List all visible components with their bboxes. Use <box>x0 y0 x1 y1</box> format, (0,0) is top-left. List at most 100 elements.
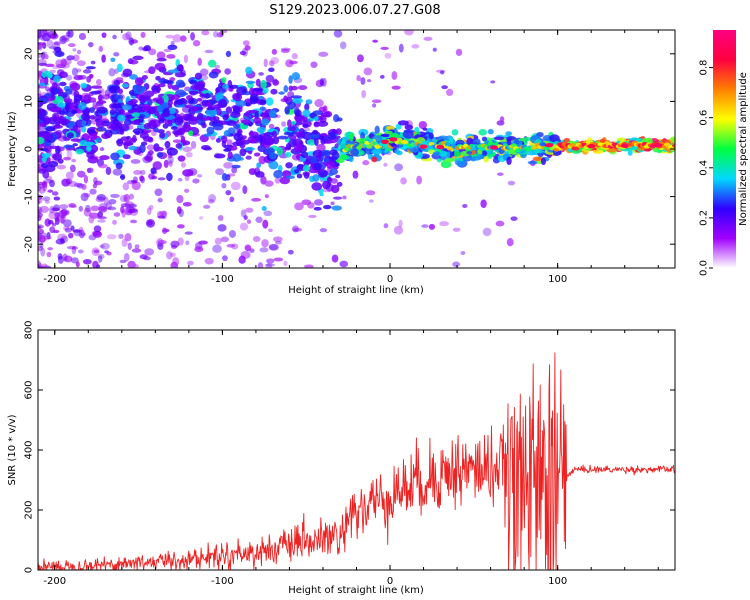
heatmap-noise-cell <box>107 206 117 211</box>
heatmap-ridge-cell <box>397 120 409 126</box>
heatmap-ridge-cell <box>40 162 49 169</box>
heatmap-ridge-cell <box>493 136 505 141</box>
heatmap-ridge-cell <box>208 71 219 79</box>
heatmap-ridge-cell <box>241 135 247 140</box>
heatmap-noise-cell <box>185 240 190 246</box>
heatmap-noise-cell <box>112 34 117 40</box>
y-tick-label: -20 <box>24 236 35 252</box>
heatmap-ridge-cell <box>231 164 241 169</box>
heatmap-ridge-cell <box>158 97 165 105</box>
heatmap-noise-cell <box>100 242 110 250</box>
heatmap-noise-cell <box>90 205 100 212</box>
heatmap-noise-cell <box>356 75 361 82</box>
heatmap-noise-cell <box>98 206 108 213</box>
heatmap-ridge-cell <box>422 127 428 131</box>
heatmap-noise-cell <box>89 188 97 195</box>
heatmap-noise-cell <box>145 153 154 163</box>
heatmap-ridge-cell <box>326 177 333 182</box>
heatmap-noise-cell <box>52 31 57 39</box>
heatmap-noise-cell <box>85 204 91 213</box>
heatmap-noise-cell <box>92 230 102 238</box>
heatmap-noise-cell <box>42 235 52 240</box>
heatmap-noise-cell <box>362 160 370 166</box>
heatmap-ridge-cell <box>349 132 354 142</box>
heatmap-noise-cell <box>140 176 145 184</box>
heatmap-ridge-cell <box>135 85 146 91</box>
heatmap-ridge-cell <box>101 54 106 63</box>
heatmap-noise-cell <box>372 39 379 43</box>
heatmap-noise-cell <box>199 216 204 220</box>
heatmap-noise-cell <box>157 211 164 219</box>
heatmap-ridge-cell <box>335 158 345 164</box>
heatmap-ridge-cell <box>277 147 283 156</box>
snr-x-ticks: -200 -100 0 100 <box>43 330 659 587</box>
heatmap-noise-cell <box>71 158 77 163</box>
heatmap-noise-cell <box>62 253 68 262</box>
colorbar-tick-label: 0.8 <box>699 60 710 76</box>
heatmap-noise-cell <box>268 123 275 129</box>
heatmap-ridge-cell <box>285 143 292 150</box>
heatmap-noise-cell <box>197 57 202 67</box>
heatmap-noise-cell <box>38 163 41 170</box>
heatmap-noise-cell <box>423 36 433 41</box>
heatmap-ridge-cell <box>444 158 455 163</box>
heatmap-ridge-cell <box>129 74 138 80</box>
heatmap-core-cell <box>515 148 522 153</box>
heatmap-noise-cell <box>398 219 403 228</box>
heatmap-ridge-cell <box>49 145 58 150</box>
heatmap-ridge-cell <box>53 46 62 53</box>
heatmap-ridge-cell <box>245 80 256 85</box>
heatmap-noise-cell <box>38 42 45 46</box>
heatmap-ridge-cell <box>95 113 103 121</box>
heatmap-noise-cell <box>194 246 204 253</box>
heatmap-noise-cell <box>44 63 55 68</box>
heatmap-ridge-cell <box>256 126 266 133</box>
snr-panel: -200 -100 0 100 0 200 400 600 800 Height of str… <box>7 320 676 596</box>
heatmap-noise-cell <box>60 235 69 243</box>
heatmap-ridge-cell <box>139 132 149 139</box>
heatmap-ridge-cell <box>288 75 293 84</box>
heatmap-peak-cell <box>436 144 445 150</box>
heatmap-noise-cell <box>196 174 203 178</box>
heatmap-noise-cell <box>255 216 263 223</box>
heatmap-ridge-cell <box>271 130 278 138</box>
heatmap-noise-cell <box>86 75 92 83</box>
heatmap-noise-cell <box>165 34 174 39</box>
heatmap-ridge-cell <box>218 99 228 108</box>
heatmap-noise-cell <box>82 258 92 265</box>
heatmap-ridge-cell <box>436 158 442 163</box>
heatmap-noise-cell <box>239 222 249 231</box>
heatmap-noise-cell <box>280 48 290 54</box>
heatmap-noise-cell <box>42 196 51 202</box>
heatmap-ridge-cell <box>384 130 393 135</box>
heatmap-ridge-cell <box>312 174 320 182</box>
heatmap-ridge-cell <box>323 204 332 210</box>
heatmap-ridge-cell <box>52 88 60 94</box>
heatmap-ridge-cell <box>52 153 62 161</box>
heatmap-ridge-cell <box>225 120 237 126</box>
heatmap-noise-cell <box>44 54 49 60</box>
heatmap-ridge-cell <box>114 122 123 129</box>
heatmap-noise-cell <box>82 69 92 74</box>
heatmap-ridge-cell <box>184 104 194 109</box>
heatmap-noise-cell <box>391 71 398 80</box>
heatmap-ridge-cell <box>196 97 203 102</box>
heatmap-noise-cell <box>222 255 228 262</box>
heatmap-noise-cell <box>204 257 214 265</box>
heatmap-noise-cell <box>92 260 99 268</box>
heatmap-ridge-cell <box>302 109 311 118</box>
heatmap-ridge-cell <box>202 147 213 151</box>
heatmap-ridge-cell <box>185 94 193 101</box>
heatmap-noise-cell <box>274 240 282 245</box>
heatmap-noise-cell <box>245 155 252 160</box>
heatmap-noise-cell <box>161 227 168 234</box>
heatmap-noise-cell <box>411 44 420 49</box>
heatmap-ridge-cell <box>141 74 148 80</box>
heatmap-ridge-cell <box>304 103 310 111</box>
heatmap-ridge-cell <box>42 117 52 123</box>
heatmap-ridge-cell <box>222 83 229 90</box>
heatmap-ridge-cell <box>532 156 543 162</box>
heatmap-noise-cell <box>38 228 45 235</box>
heatmap-noise-cell <box>490 80 496 84</box>
heatmap-noise-cell <box>180 35 187 42</box>
